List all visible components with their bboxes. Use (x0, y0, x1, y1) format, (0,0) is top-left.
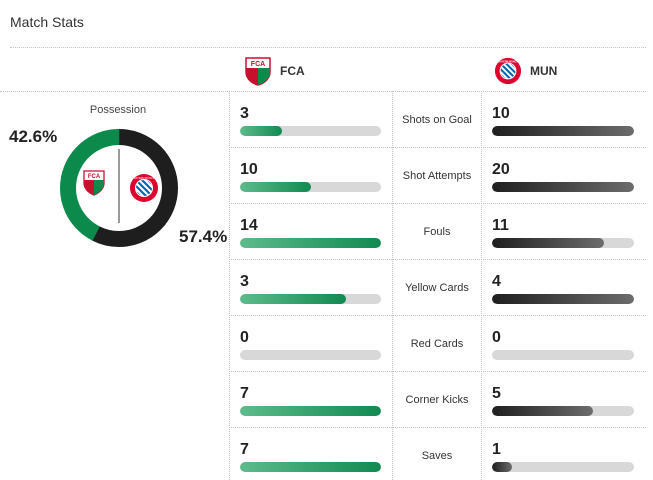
svg-text:FC BAYERN MÜNCHEN: FC BAYERN MÜNCHEN (130, 176, 159, 180)
stat-row: 14 Fouls 11 (229, 204, 646, 260)
home-stat-value: 7 (240, 441, 249, 458)
svg-text:FCA: FCA (251, 61, 265, 68)
home-stat-bar-fill (240, 126, 283, 136)
away-stat-bar-fill (492, 182, 634, 192)
home-stat-bar (240, 406, 381, 416)
away-stat-bar (492, 350, 634, 360)
home-team-header: FCA FCA (244, 56, 305, 86)
home-stat-bar-fill (240, 406, 381, 416)
home-possession-arc (59, 129, 178, 247)
away-stat-bar (492, 182, 634, 192)
stat-label: Shot Attempts (402, 170, 472, 182)
home-stat-value: 14 (240, 217, 258, 234)
away-stat-bar-fill (492, 238, 605, 248)
home-stat-bar (240, 350, 381, 360)
away-stat-bar-fill (492, 294, 634, 304)
stat-labels-column-divider (481, 91, 482, 480)
stat-row: 7 Saves 1 (229, 428, 646, 480)
fc-augsburg-crest-icon: FCA (245, 57, 271, 86)
row-divider (229, 203, 646, 204)
bayern-munich-crest-icon: FC BAYERN MÜNCHEN (495, 57, 522, 85)
away-stat-bar-fill (492, 406, 593, 416)
home-stat-value: 3 (240, 273, 249, 290)
home-possession-pct: 42.6% (9, 127, 58, 146)
stat-row: 10 Shot Attempts 20 (229, 148, 646, 204)
away-stat-bar (492, 126, 634, 136)
home-stats-column-divider (392, 91, 393, 480)
home-stat-value: 0 (240, 329, 249, 346)
away-stat-value: 1 (492, 441, 501, 458)
away-stat-bar (492, 462, 634, 472)
away-stat-value: 10 (492, 105, 510, 122)
home-stat-bar-fill (240, 238, 381, 248)
row-divider (229, 371, 646, 372)
stat-label: Saves (421, 450, 453, 462)
away-stat-value: 4 (492, 273, 501, 290)
header-divider (10, 47, 646, 48)
match-stats-title: Match Stats (10, 14, 84, 30)
home-team-abbr: FCA (280, 64, 305, 78)
home-stat-bar (240, 294, 381, 304)
away-stat-value: 20 (492, 161, 510, 178)
svg-text:FCA: FCA (88, 174, 101, 180)
away-team-header: FC BAYERN MÜNCHEN MUN (494, 56, 557, 86)
home-stat-bar-fill (240, 462, 381, 472)
svg-text:FC BAYERN MÜNCHEN: FC BAYERN MÜNCHEN (495, 61, 522, 64)
stat-label: Fouls (423, 226, 451, 238)
home-stat-bar (240, 462, 381, 472)
stat-row: 0 Red Cards 0 (229, 316, 646, 372)
away-possession-pct: 57.4% (179, 227, 228, 246)
away-stat-value: 5 (492, 385, 501, 402)
away-stat-bar (492, 238, 634, 248)
away-stat-bar (492, 406, 634, 416)
home-stat-bar (240, 182, 381, 192)
table-divider (0, 91, 646, 92)
fc-augsburg-crest-icon: FCA (83, 170, 105, 196)
possession-column-divider (229, 91, 230, 480)
home-stat-bar-fill (240, 182, 311, 192)
home-stat-value: 3 (240, 105, 249, 122)
stat-label: Corner Kicks (405, 394, 469, 406)
home-stat-bar (240, 126, 381, 136)
row-divider (229, 315, 646, 316)
home-stat-bar-fill (240, 294, 346, 304)
stat-label: Shots on Goal (402, 114, 472, 126)
home-stat-bar (240, 238, 381, 248)
possession-donut-chart: FCA FC BAYERN MÜNCHEN (59, 129, 178, 247)
stat-row: 3 Yellow Cards 4 (229, 260, 646, 316)
possession-label: Possession (89, 104, 147, 116)
stat-label: Red Cards (410, 338, 464, 350)
away-stat-value: 11 (492, 217, 509, 234)
row-divider (229, 259, 646, 260)
away-stat-value: 0 (492, 329, 501, 346)
bayern-munich-crest-icon: FC BAYERN MÜNCHEN (130, 174, 159, 202)
row-divider (229, 427, 646, 428)
home-stat-value: 10 (240, 161, 258, 178)
away-stat-bar-fill (492, 126, 634, 136)
away-stat-bar-fill (492, 462, 512, 472)
stat-label: Yellow Cards (405, 282, 469, 294)
away-stat-bar (492, 294, 634, 304)
stat-row: 3 Shots on Goal 10 (229, 92, 646, 148)
stat-row: 7 Corner Kicks 5 (229, 372, 646, 428)
home-stat-value: 7 (240, 385, 249, 402)
row-divider (229, 147, 646, 148)
away-team-abbr: MUN (530, 64, 558, 78)
